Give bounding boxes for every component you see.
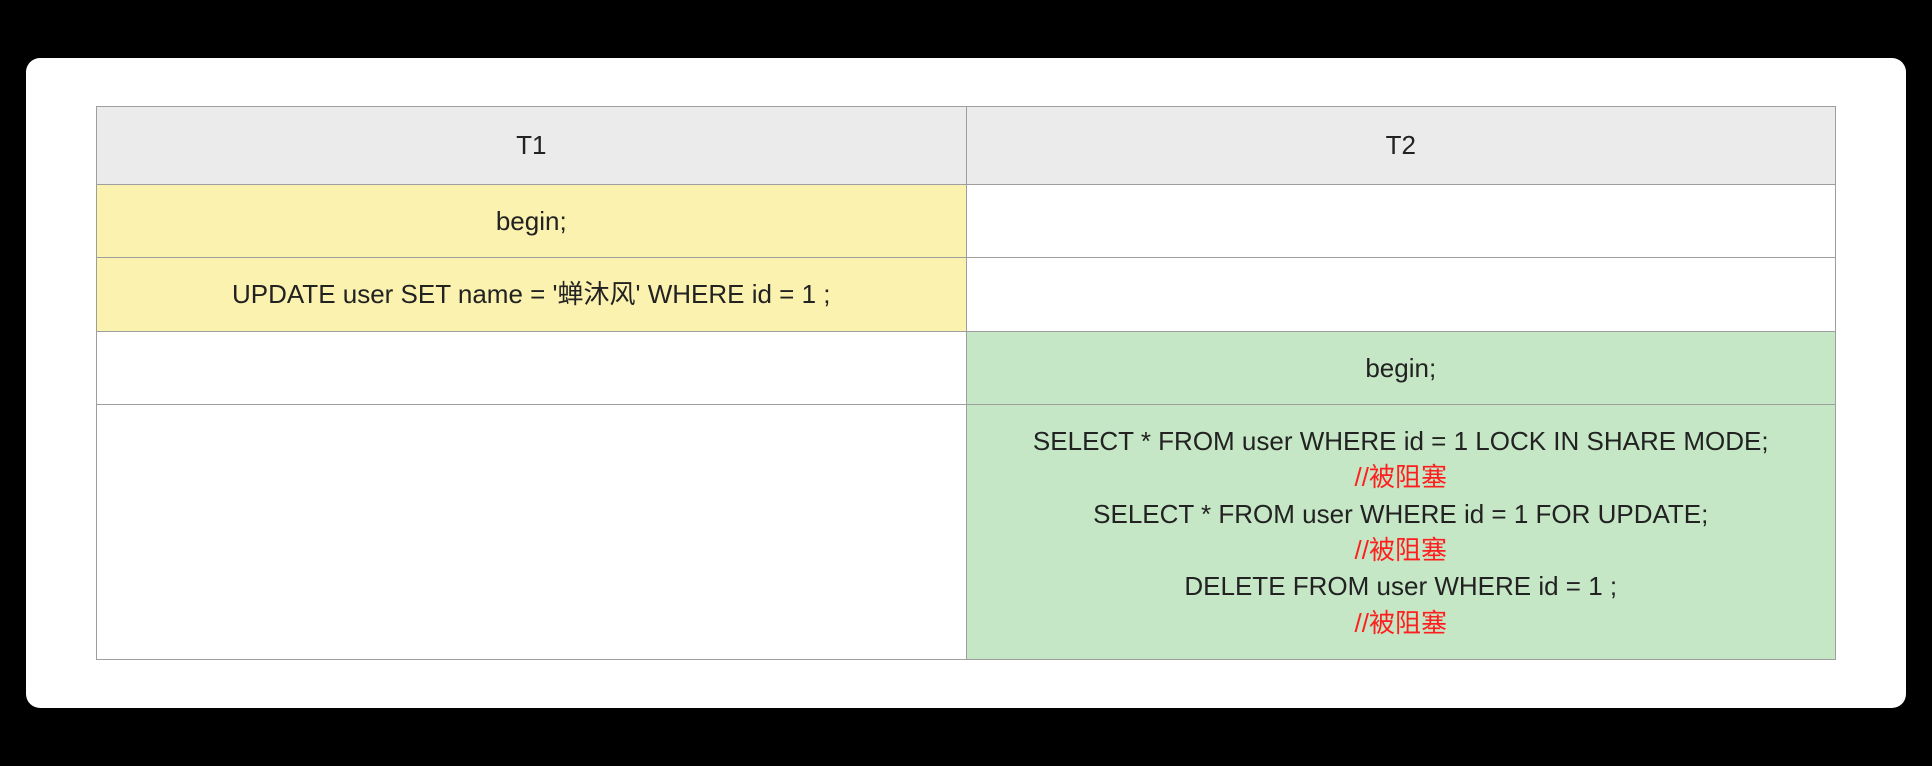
table-row: begin;: [97, 331, 1836, 404]
transaction-table: T1 T2 begin; UPDATE user SET name = '蝉沐风…: [96, 106, 1836, 661]
sql-line: SELECT * FROM user WHERE id = 1 LOCK IN …: [979, 423, 1824, 459]
card-container: T1 T2 begin; UPDATE user SET name = '蝉沐风…: [26, 58, 1906, 709]
col-header-t2: T2: [966, 106, 1836, 184]
table-row: begin;: [97, 184, 1836, 257]
cell-t1: [97, 404, 967, 659]
table-row: UPDATE user SET name = '蝉沐风' WHERE id = …: [97, 258, 1836, 331]
blocked-comment: //被阻塞: [979, 459, 1824, 495]
sql-line: SELECT * FROM user WHERE id = 1 FOR UPDA…: [979, 496, 1824, 532]
cell-t2-multiline: SELECT * FROM user WHERE id = 1 LOCK IN …: [966, 404, 1836, 659]
blocked-comment: //被阻塞: [979, 532, 1824, 568]
cell-t2: begin;: [966, 331, 1836, 404]
col-header-t1: T1: [97, 106, 967, 184]
cell-t1: UPDATE user SET name = '蝉沐风' WHERE id = …: [97, 258, 967, 331]
sql-line: DELETE FROM user WHERE id = 1 ;: [979, 568, 1824, 604]
table-row: SELECT * FROM user WHERE id = 1 LOCK IN …: [97, 404, 1836, 659]
cell-t2: [966, 258, 1836, 331]
cell-t2: [966, 184, 1836, 257]
blocked-comment: //被阻塞: [979, 605, 1824, 641]
cell-t1: begin;: [97, 184, 967, 257]
cell-t1: [97, 331, 967, 404]
